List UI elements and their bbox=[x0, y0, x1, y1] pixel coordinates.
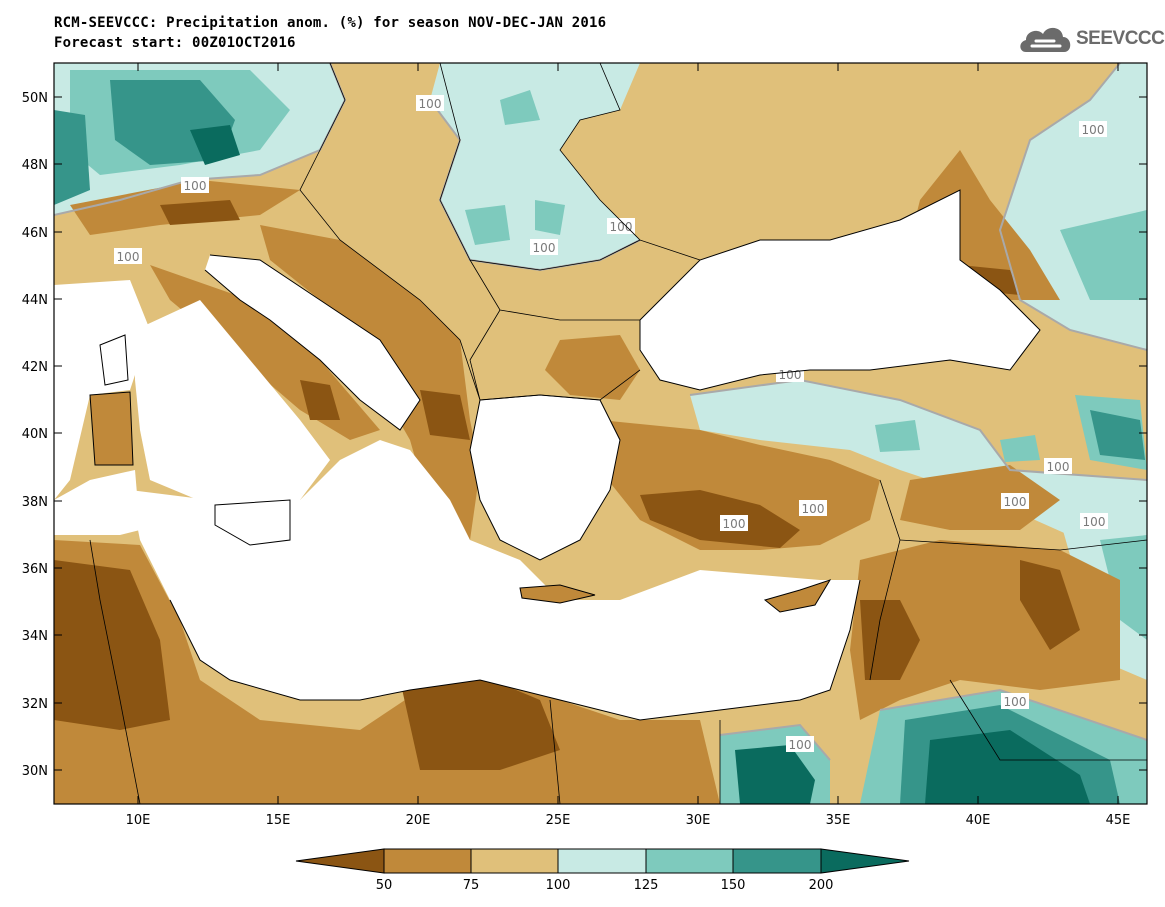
region-dry-bulgaria bbox=[545, 335, 640, 400]
sea-west-med bbox=[54, 470, 140, 535]
region-wet-central-spots bbox=[465, 90, 565, 245]
region-dry-east-turkey bbox=[900, 465, 1060, 530]
contour-label: 100 bbox=[419, 97, 442, 111]
lat-tick-label: 40N bbox=[22, 427, 48, 442]
sea-ionian bbox=[130, 440, 860, 720]
chart-subtitle: Forecast start: 00Z01OCT2016 bbox=[54, 35, 296, 51]
colorbar-label: 100 bbox=[546, 878, 571, 893]
lon-tick-label: 10E bbox=[126, 813, 151, 828]
sea-aegean bbox=[470, 395, 620, 560]
contour-label: 100 bbox=[1004, 495, 1027, 509]
map-field bbox=[54, 63, 1147, 804]
colorbar-label: 125 bbox=[634, 878, 659, 893]
lat-tick-label: 36N bbox=[22, 562, 48, 577]
contour-label: 100 bbox=[184, 179, 207, 193]
colorbar-label: 75 bbox=[463, 878, 480, 893]
region-very-dry-core bbox=[54, 200, 1080, 770]
region-wet-east-mid bbox=[1060, 210, 1147, 300]
lat-tick-label: 48N bbox=[22, 158, 48, 173]
region-wet-northwest-peak bbox=[190, 125, 240, 165]
region-wet-arabia-peak bbox=[925, 730, 1090, 804]
colorbar-segment bbox=[732, 848, 822, 874]
lon-tick-label: 20E bbox=[406, 813, 431, 828]
chart-title: RCM-SEEVCCC: Precipitation anom. (%) for… bbox=[54, 15, 607, 31]
lat-tick-label: 34N bbox=[22, 629, 48, 644]
colorbar-segment bbox=[383, 848, 472, 874]
lon-tick-label: 35E bbox=[826, 813, 851, 828]
sea-adriatic bbox=[205, 255, 420, 430]
contour-label: 100 bbox=[789, 738, 812, 752]
region-dry-sardinia bbox=[90, 392, 133, 465]
lat-tick-label: 30N bbox=[22, 764, 48, 779]
contour-label: 100 bbox=[723, 517, 746, 531]
lon-tick-label: 40E bbox=[966, 813, 991, 828]
contour-label: 100 bbox=[1047, 460, 1070, 474]
cloud-icon bbox=[1020, 27, 1071, 52]
country-borders bbox=[89, 63, 1147, 804]
lat-tick-label: 44N bbox=[22, 293, 48, 308]
lat-tick-label: 42N bbox=[22, 360, 48, 375]
lon-tick-label: 15E bbox=[266, 813, 291, 828]
logo-text: SEEVCCC bbox=[1076, 28, 1165, 49]
lon-tick-label: 30E bbox=[686, 813, 711, 828]
colorbar: 50 75 100 125 150 200 bbox=[295, 848, 910, 893]
sea-tyrrhenian bbox=[135, 300, 330, 505]
contour-label: 100 bbox=[1083, 515, 1106, 529]
sea-ligurian bbox=[54, 280, 150, 500]
sea-black-sea bbox=[640, 190, 1040, 390]
colorbar-segment bbox=[820, 848, 910, 874]
contour-label: 100 bbox=[1004, 695, 1027, 709]
colorbar-segment bbox=[645, 848, 734, 874]
region-wet-sinai-high bbox=[735, 745, 815, 804]
contour-label: 100 bbox=[533, 241, 556, 255]
colorbar-label: 50 bbox=[376, 878, 393, 893]
contour-label: 100 bbox=[610, 220, 633, 234]
lat-axis: 50N 48N 46N 44N 42N 40N 38N 36N 34N 32N … bbox=[22, 91, 1147, 779]
lon-tick-label: 45E bbox=[1106, 813, 1131, 828]
region-wet-anatolia-spots bbox=[875, 395, 1147, 470]
seevccc-logo: SEEVCCC bbox=[1018, 22, 1165, 56]
colorbar-label: 200 bbox=[809, 878, 834, 893]
contour-label: 100 bbox=[779, 368, 802, 382]
contour-label: 100 bbox=[802, 502, 825, 516]
region-wet-west-edge bbox=[54, 110, 90, 205]
lon-tick-label: 25E bbox=[546, 813, 571, 828]
lat-tick-label: 32N bbox=[22, 697, 48, 712]
contour-label: 100 bbox=[117, 250, 140, 264]
island-crete bbox=[520, 585, 595, 603]
island-cyprus bbox=[765, 580, 830, 612]
contour-label: 100 bbox=[1082, 123, 1105, 137]
colorbar-segment bbox=[470, 848, 559, 874]
colorbar-segment bbox=[557, 848, 647, 874]
region-wet-southeast-mid bbox=[1100, 535, 1147, 640]
lon-axis: 10E 15E 20E 25E 30E 35E 40E 45E bbox=[126, 63, 1131, 828]
colorbar-segment bbox=[295, 848, 385, 874]
colorbar-label: 150 bbox=[721, 878, 746, 893]
region-dry-balkans bbox=[260, 225, 480, 540]
contour-labels: 100 100 100 100 100 100 100 100 100 100 … bbox=[114, 95, 1108, 752]
region-wet-caucasus bbox=[1090, 410, 1145, 460]
lat-tick-label: 38N bbox=[22, 495, 48, 510]
lat-tick-label: 46N bbox=[22, 226, 48, 241]
lat-tick-label: 50N bbox=[22, 91, 48, 106]
